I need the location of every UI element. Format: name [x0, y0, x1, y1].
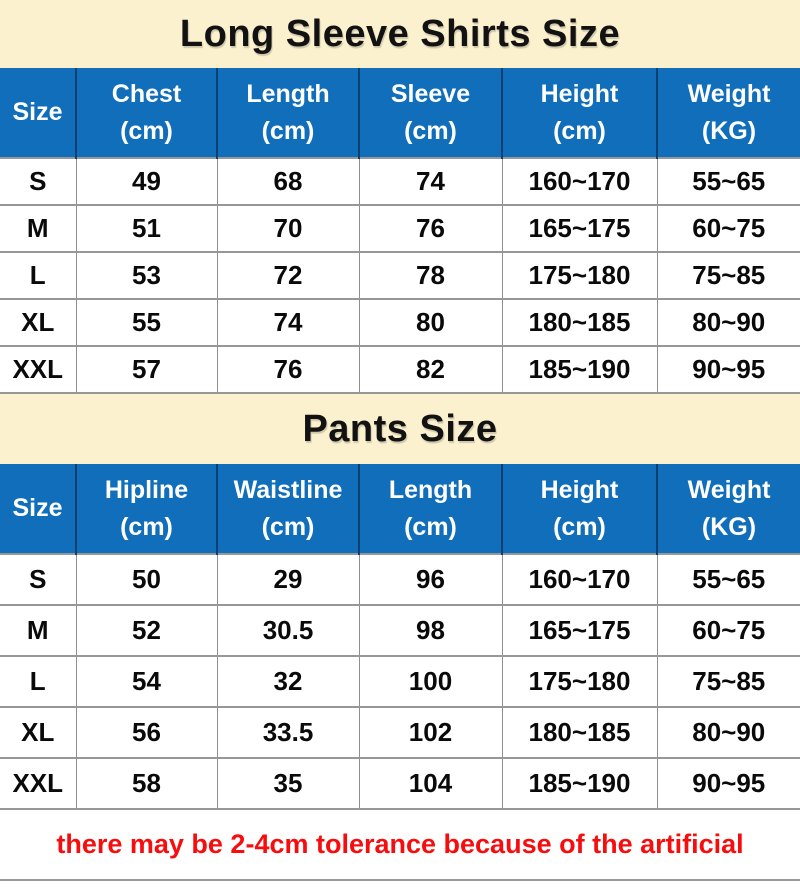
size-cell: XXL [0, 757, 77, 810]
size-cell: S [0, 553, 77, 606]
value-cell: 102 [358, 706, 503, 759]
pants-size-section: Pants Size Size Hipline (cm) Waistline (cm) L… [0, 394, 800, 810]
size-cell: S [0, 157, 77, 206]
value-cell: 60~75 [656, 604, 800, 657]
value-cell: 55~65 [656, 157, 800, 206]
value-cell: 58 [75, 757, 218, 810]
value-cell: 75~85 [656, 655, 800, 708]
shirts-title-banner: Long Sleeve Shirts Size [0, 0, 800, 68]
pants-size-table: Size Hipline (cm) Waistline (cm) Length (cm) He… [0, 464, 800, 810]
value-cell: 180~185 [501, 298, 658, 347]
tolerance-footer: there may be 2-4cm tolerance because of … [0, 810, 800, 884]
column-header-length: Length (cm) [359, 464, 503, 554]
pants-title: Pants Size [302, 407, 498, 450]
shirts-table-header: Size Chest (cm) Length (cm) Sleeve (cm) Height(… [0, 68, 800, 158]
pants-table-body: S 50 29 96 160~170 55~65 M 52 30.5 98 165~175 60~75… [0, 553, 800, 810]
value-cell: 160~170 [501, 553, 658, 606]
value-cell: 74 [358, 157, 503, 206]
value-cell: 52 [75, 604, 218, 657]
value-cell: 54 [75, 655, 218, 708]
value-cell: 80~90 [656, 298, 800, 347]
value-cell: 49 [75, 157, 218, 206]
column-header-sleeve: Sleeve (cm) [359, 68, 503, 158]
shirts-size-section: Long Sleeve Shirts Size Size Chest (cm) Len… [0, 0, 800, 394]
table-row: XXL 57 76 82 185~190 90~95 [0, 345, 800, 394]
value-cell: 96 [358, 553, 503, 606]
table-row: M 51 70 76 165~175 60~75 [0, 204, 800, 253]
column-header-size: Size [0, 68, 77, 158]
value-cell: 56 [75, 706, 218, 759]
value-cell: 55 [75, 298, 218, 347]
value-cell: 185~190 [501, 345, 658, 394]
table-row: XXL 58 35 104 185~190 90~95 [0, 757, 800, 810]
column-header-height: Height (cm) [502, 68, 658, 158]
value-cell: 185~190 [501, 757, 658, 810]
value-cell: 100 [358, 655, 503, 708]
shirts-table-body: S 49 68 74 160~170 55~65 M 51 70 76 165~175 60~75 L 5… [0, 157, 800, 394]
table-row: XL 55 74 80 180~185 80~90 [0, 298, 800, 347]
size-cell: XXL [0, 345, 77, 394]
column-header-weight: Weight (KG) [657, 464, 800, 554]
value-cell: 76 [358, 204, 503, 253]
value-cell: 72 [216, 251, 360, 300]
value-cell: 82 [358, 345, 503, 394]
value-cell: 175~180 [501, 655, 658, 708]
size-cell: L [0, 251, 77, 300]
value-cell: 90~95 [656, 345, 800, 394]
value-cell: 80 [358, 298, 503, 347]
value-cell: 32 [216, 655, 360, 708]
value-cell: 175~180 [501, 251, 658, 300]
shirts-size-table: Size Chest (cm) Length (cm) Sleeve (cm) Height(… [0, 68, 800, 394]
value-cell: 33.5 [216, 706, 360, 759]
size-cell: M [0, 204, 77, 253]
value-cell: 29 [216, 553, 360, 606]
value-cell: 165~175 [501, 604, 658, 657]
size-cell: XL [0, 298, 77, 347]
value-cell: 60~75 [656, 204, 800, 253]
size-cell: M [0, 604, 77, 657]
table-row: L 54 32 100 175~180 75~85 [0, 655, 800, 708]
value-cell: 30.5 [216, 604, 360, 657]
value-cell: 75~85 [656, 251, 800, 300]
value-cell: 160~170 [501, 157, 658, 206]
pants-table-header: Size Hipline (cm) Waistline (cm) Length (cm) He… [0, 464, 800, 554]
value-cell: 76 [216, 345, 360, 394]
column-header-chest: Chest (cm) [76, 68, 218, 158]
value-cell: 74 [216, 298, 360, 347]
column-header-length: Length (cm) [217, 68, 360, 158]
table-row: S 50 29 96 160~170 55~65 [0, 553, 800, 606]
pants-title-banner: Pants Size [0, 394, 800, 464]
table-row: XL 56 33.5 102 180~185 80~90 [0, 706, 800, 759]
table-row: M 52 30.5 98 165~175 60~75 [0, 604, 800, 657]
value-cell: 165~175 [501, 204, 658, 253]
value-cell: 78 [358, 251, 503, 300]
table-row: L 53 72 78 175~180 75~85 [0, 251, 800, 300]
tolerance-note: there may be 2-4cm tolerance because of … [56, 828, 744, 859]
value-cell: 180~185 [501, 706, 658, 759]
column-header-size: Size [0, 464, 77, 554]
column-header-height: Height (cm) [502, 464, 658, 554]
size-cell: XL [0, 706, 77, 759]
table-row: S 49 68 74 160~170 55~65 [0, 157, 800, 206]
size-cell: L [0, 655, 77, 708]
column-header-waistline: Waistline (cm) [217, 464, 360, 554]
value-cell: 53 [75, 251, 218, 300]
column-header-hipline: Hipline (cm) [76, 464, 218, 554]
value-cell: 51 [75, 204, 218, 253]
value-cell: 98 [358, 604, 503, 657]
value-cell: 68 [216, 157, 360, 206]
value-cell: 104 [358, 757, 503, 810]
value-cell: 80~90 [656, 706, 800, 759]
value-cell: 35 [216, 757, 360, 810]
value-cell: 55~65 [656, 553, 800, 606]
value-cell: 50 [75, 553, 218, 606]
shirts-title: Long Sleeve Shirts Size [179, 12, 621, 55]
value-cell: 57 [75, 345, 218, 394]
column-header-weight: Weight (KG) [657, 68, 800, 158]
value-cell: 90~95 [656, 757, 800, 810]
value-cell: 70 [216, 204, 360, 253]
footer-divider [0, 879, 800, 881]
